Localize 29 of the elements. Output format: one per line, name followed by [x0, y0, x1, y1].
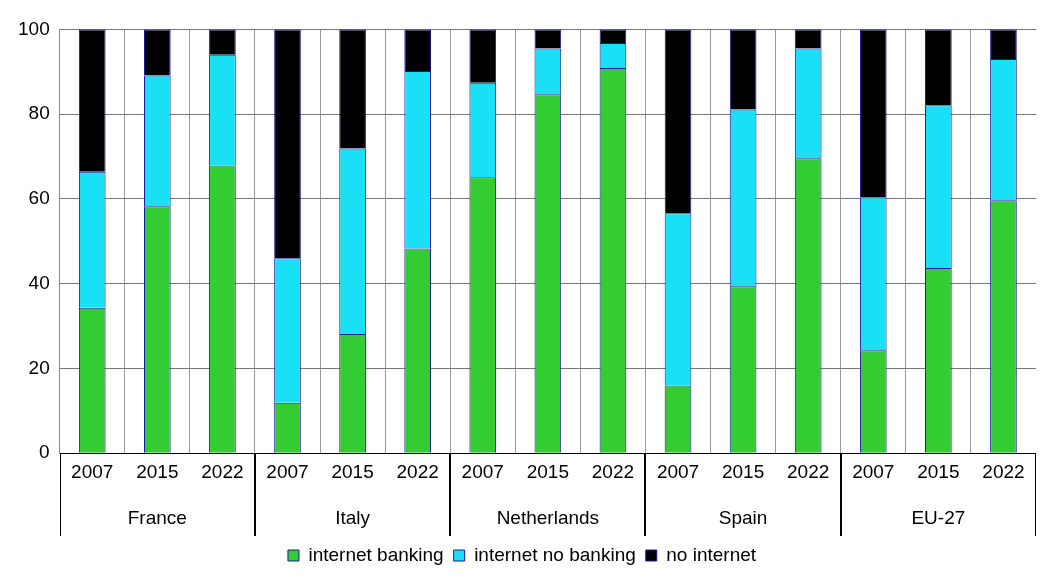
text: Spain: [718, 507, 768, 529]
legend-label: no internet: [666, 543, 757, 565]
x-tick-label: 2015: [331, 460, 374, 482]
text: Netherlands: [496, 507, 600, 529]
x-tick-label: 2022: [396, 460, 439, 482]
x-tick-label: 2022: [201, 460, 244, 482]
x-tick-label: 2007: [461, 460, 504, 482]
x-tick-label: 2022: [787, 460, 830, 482]
y-tick-label: 20: [28, 356, 50, 378]
x-tick-label: 2007: [852, 460, 895, 482]
x-tick-label: 2022: [982, 460, 1025, 482]
x-tick-label: 2015: [136, 460, 179, 482]
y-tick-label: 40: [28, 271, 50, 293]
x-tick-label: 2007: [266, 460, 309, 482]
y-tick-label: 100: [18, 17, 50, 39]
text: Italy: [335, 507, 371, 529]
x-tick-label: 2015: [917, 460, 960, 482]
y-tick-label: 80: [28, 102, 50, 124]
x-tick-label: 2007: [71, 460, 114, 482]
x-tick-label: 2015: [526, 460, 569, 482]
x-tick-label: 2007: [656, 460, 700, 482]
y-tick-label: 0: [39, 441, 50, 463]
legend-label: internet no banking: [474, 543, 636, 565]
x-tick-label: 2015: [721, 460, 765, 482]
y-tick-label: 60: [28, 187, 50, 209]
text: France: [127, 507, 187, 529]
x-tick-label: 2022: [591, 460, 635, 482]
text: EU-27: [911, 507, 966, 529]
legend-label: internet banking: [308, 543, 444, 565]
